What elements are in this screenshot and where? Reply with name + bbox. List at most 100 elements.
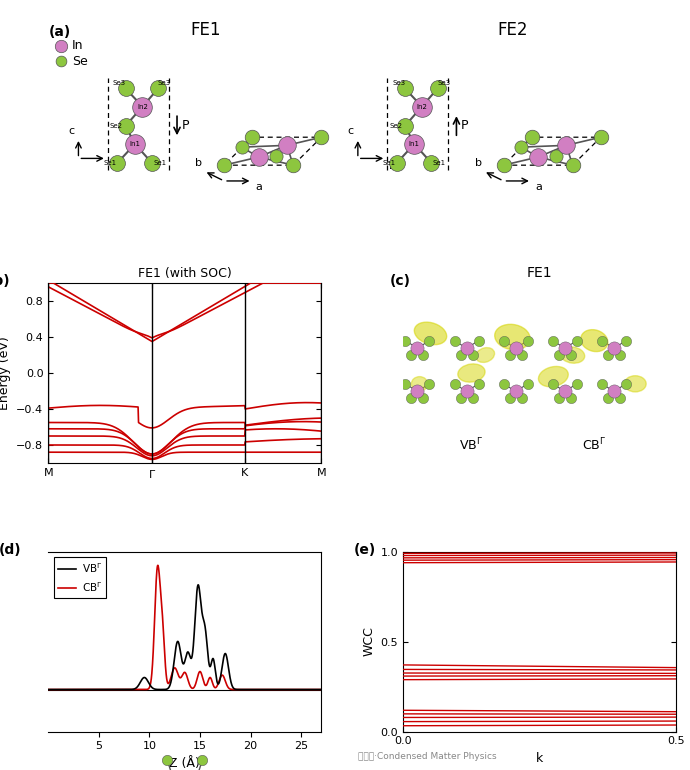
Text: (b): (b) [0, 274, 11, 288]
Ellipse shape [475, 347, 495, 363]
Point [418, 349, 429, 361]
Point [416, 100, 427, 112]
Point [498, 378, 509, 390]
CB$^\Gamma$ [259, 685, 268, 694]
Point [400, 335, 411, 347]
Point [467, 392, 478, 404]
Point [565, 349, 576, 361]
Point [561, 139, 572, 152]
Point [515, 141, 526, 153]
Point [609, 342, 620, 354]
CB$^\Gamma$ [317, 685, 326, 694]
Point [449, 335, 460, 347]
X-axis label: Z (Å): Z (Å) [169, 757, 200, 770]
Text: In1: In1 [409, 141, 420, 147]
Text: P: P [181, 119, 189, 132]
Point [550, 150, 561, 162]
Point [560, 342, 571, 354]
Point [553, 392, 564, 404]
CB$^\Gamma$ [309, 685, 317, 694]
Point [455, 349, 466, 361]
VB$^\Gamma$ [317, 685, 326, 694]
Text: (d): (d) [0, 543, 22, 557]
Point [130, 138, 141, 150]
Point [614, 349, 625, 361]
Point [400, 82, 411, 95]
Point [565, 392, 576, 404]
Point [449, 378, 460, 390]
Point [400, 120, 411, 132]
Text: (c): (c) [390, 274, 411, 288]
Point [424, 335, 435, 347]
Point [152, 82, 164, 95]
Text: In: In [72, 39, 83, 52]
Point [533, 151, 544, 163]
Point [400, 378, 411, 390]
Point [406, 349, 417, 361]
Point [516, 349, 527, 361]
Point [55, 39, 66, 52]
Line: CB$^\Gamma$: CB$^\Gamma$ [48, 565, 322, 689]
Point [526, 131, 538, 143]
Point [567, 159, 578, 172]
Point [596, 378, 607, 390]
VB$^\Gamma$ [44, 685, 52, 694]
Point [426, 157, 437, 169]
Ellipse shape [411, 377, 428, 391]
Text: In2: In2 [417, 103, 427, 109]
Point [498, 335, 509, 347]
Text: Se3: Se3 [392, 80, 405, 86]
Point [236, 141, 247, 153]
Point [461, 385, 472, 397]
VB$^\Gamma$ [58, 685, 66, 694]
Point [219, 159, 230, 172]
Point [137, 100, 148, 112]
Point [620, 335, 631, 347]
Text: Se1: Se1 [104, 160, 117, 166]
VB$^\Gamma$ [309, 685, 317, 694]
Point [247, 131, 258, 143]
Point [406, 392, 417, 404]
Point [412, 385, 423, 397]
Point [253, 151, 264, 163]
Text: In2: In2 [137, 103, 148, 109]
Point [112, 157, 123, 169]
Point [424, 378, 435, 390]
CB$^\Gamma$ [170, 664, 178, 673]
Point [620, 378, 631, 390]
Ellipse shape [581, 330, 608, 352]
Point [596, 335, 607, 347]
Text: a: a [535, 182, 542, 192]
Text: c: c [347, 126, 353, 136]
Point [560, 385, 571, 397]
Text: b: b [475, 159, 482, 169]
VB$^\Gamma$ [309, 685, 317, 694]
Point [473, 335, 484, 347]
Text: In1: In1 [130, 141, 141, 147]
CB$^\Gamma$ [154, 561, 162, 570]
Text: (a): (a) [49, 25, 71, 39]
Point [602, 392, 613, 404]
Point [595, 131, 607, 143]
Text: Se3: Se3 [437, 80, 451, 86]
Ellipse shape [414, 322, 446, 345]
Point [547, 378, 558, 390]
VB$^\Gamma$ [194, 580, 202, 589]
Point [553, 349, 564, 361]
Point [498, 159, 509, 172]
CB$^\Gamma$ [44, 685, 52, 694]
Text: Se1: Se1 [153, 160, 166, 166]
Point [504, 392, 515, 404]
Point [516, 392, 527, 404]
Text: CB$^\Gamma$: CB$^\Gamma$ [582, 437, 607, 454]
X-axis label: k: k [536, 752, 543, 765]
Text: Se2: Se2 [110, 123, 123, 129]
Point [455, 392, 466, 404]
Point [120, 120, 131, 132]
Y-axis label: Energy (eV): Energy (eV) [0, 336, 11, 410]
Text: Se: Se [72, 55, 88, 68]
Text: VB$^\Gamma$: VB$^\Gamma$ [460, 437, 484, 454]
Point [522, 335, 533, 347]
Point [547, 335, 558, 347]
Point [270, 150, 282, 162]
